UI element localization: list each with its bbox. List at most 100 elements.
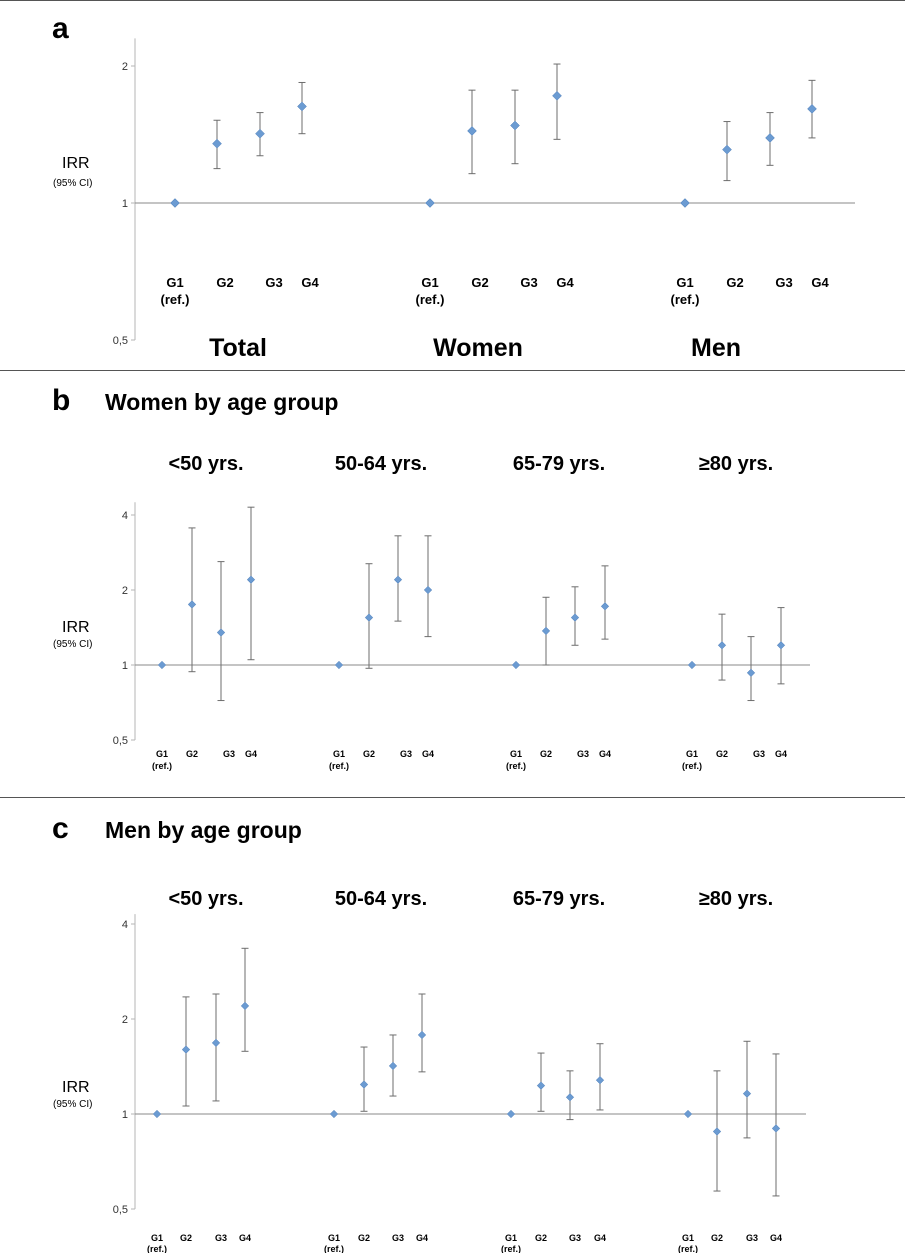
y-axis-label-sub: (95% CI) xyxy=(53,178,92,189)
data-point xyxy=(552,90,562,101)
data-point xyxy=(511,660,521,670)
data-point xyxy=(388,1061,398,1071)
data-point xyxy=(216,628,226,637)
y-axis-label: IRR xyxy=(62,155,90,172)
y-tick-label: 2 xyxy=(122,585,128,597)
group-title: ≥80 yrs. xyxy=(699,453,773,475)
data-point xyxy=(683,1109,693,1119)
category-label: G2 xyxy=(716,749,728,759)
category-label: G2 xyxy=(711,1233,723,1243)
category-label: G4 xyxy=(556,275,574,290)
panel-letter-a: a xyxy=(52,12,69,45)
data-point xyxy=(765,133,775,143)
data-point xyxy=(541,626,551,636)
y-tick-label: 2 xyxy=(122,61,128,73)
y-tick-label: 0,5 xyxy=(113,735,128,747)
data-point xyxy=(771,1124,781,1133)
category-label-sub: (ref.) xyxy=(161,292,190,307)
panel-title: Men by age group xyxy=(105,817,302,843)
group-title: <50 yrs. xyxy=(168,453,243,475)
data-point xyxy=(393,575,403,584)
category-label: G3 xyxy=(400,749,412,759)
data-point xyxy=(467,126,477,136)
category-label: G1 xyxy=(505,1233,517,1243)
category-label: G3 xyxy=(569,1233,581,1243)
category-label-sub: (ref.) xyxy=(147,1244,167,1253)
category-label: G3 xyxy=(215,1233,227,1243)
category-label: G3 xyxy=(577,749,589,759)
category-label: G4 xyxy=(811,275,829,290)
category-label: G4 xyxy=(416,1233,428,1243)
data-point xyxy=(712,1127,722,1136)
category-label: G2 xyxy=(180,1233,192,1243)
data-point xyxy=(595,1076,605,1085)
data-point xyxy=(255,128,265,139)
category-label-sub: (ref.) xyxy=(152,761,172,771)
category-label: G4 xyxy=(599,749,611,759)
y-tick-label: 0,5 xyxy=(113,1204,128,1216)
data-point xyxy=(364,613,374,622)
panel-a: a 0,5 1 2 IRR (95% CI) Total G1 (ref.) G2 G3 G4 Wom… xyxy=(52,12,855,362)
data-point xyxy=(329,1109,339,1119)
category-label: G1 xyxy=(676,275,693,290)
y-tick-label: 0,5 xyxy=(113,335,128,347)
data-point xyxy=(240,1001,250,1011)
y-tick-label: 4 xyxy=(122,510,128,522)
data-point xyxy=(536,1081,546,1090)
category-label: G1 xyxy=(421,275,438,290)
data-point xyxy=(717,641,727,650)
panel-b: b Women by age group 0,5 1 2 4 IRR (95% CI) <5… xyxy=(52,384,810,771)
data-point xyxy=(565,1093,575,1102)
category-label: G4 xyxy=(245,749,257,759)
category-label: G2 xyxy=(540,749,552,759)
category-label-sub: (ref.) xyxy=(506,761,526,771)
data-point xyxy=(687,660,697,670)
y-tick-label: 1 xyxy=(122,198,128,210)
category-label-sub: (ref.) xyxy=(682,761,702,771)
category-label: G1 xyxy=(686,749,698,759)
category-label: G4 xyxy=(770,1233,782,1243)
category-label: G4 xyxy=(594,1233,606,1243)
panel-title: Women by age group xyxy=(105,389,338,415)
group-title: Women xyxy=(433,334,523,362)
category-label: G2 xyxy=(535,1233,547,1243)
data-point xyxy=(417,1030,427,1040)
category-label: G2 xyxy=(471,275,488,290)
data-point xyxy=(359,1080,369,1089)
category-label: G4 xyxy=(301,275,319,290)
group-title: 50-64 yrs. xyxy=(335,453,427,475)
category-label-sub: (ref.) xyxy=(324,1244,344,1253)
group-title: 65-79 yrs. xyxy=(513,453,605,475)
group-title: Total xyxy=(209,334,267,362)
group-title: <50 yrs. xyxy=(168,888,243,910)
group-title: 65-79 yrs. xyxy=(513,888,605,910)
data-point xyxy=(297,101,307,112)
data-point xyxy=(211,1038,221,1048)
category-label: G4 xyxy=(239,1233,251,1243)
y-tick-label: 1 xyxy=(122,1109,128,1121)
panel-c: c Men by age group 0,5 1 2 4 IRR (95% CI) <50 … xyxy=(52,812,806,1253)
data-point xyxy=(510,120,520,131)
data-point xyxy=(157,660,167,670)
category-label: G1 xyxy=(328,1233,340,1243)
data-point xyxy=(746,668,756,678)
data-point xyxy=(187,600,197,609)
category-label: G1 xyxy=(682,1233,694,1243)
category-label: G3 xyxy=(223,749,235,759)
data-point xyxy=(423,585,433,595)
category-label: G2 xyxy=(358,1233,370,1243)
category-label: G3 xyxy=(392,1233,404,1243)
data-point xyxy=(425,198,435,208)
data-point xyxy=(152,1109,162,1119)
category-label: G2 xyxy=(186,749,198,759)
data-point xyxy=(170,198,180,208)
category-label: G3 xyxy=(265,275,282,290)
y-axis-label: IRR xyxy=(62,619,90,636)
group-title: 50-64 yrs. xyxy=(335,888,427,910)
data-point xyxy=(722,144,732,155)
category-label: G1 xyxy=(156,749,168,759)
category-label: G1 xyxy=(151,1233,163,1243)
data-point xyxy=(181,1045,191,1054)
data-point xyxy=(680,198,690,208)
